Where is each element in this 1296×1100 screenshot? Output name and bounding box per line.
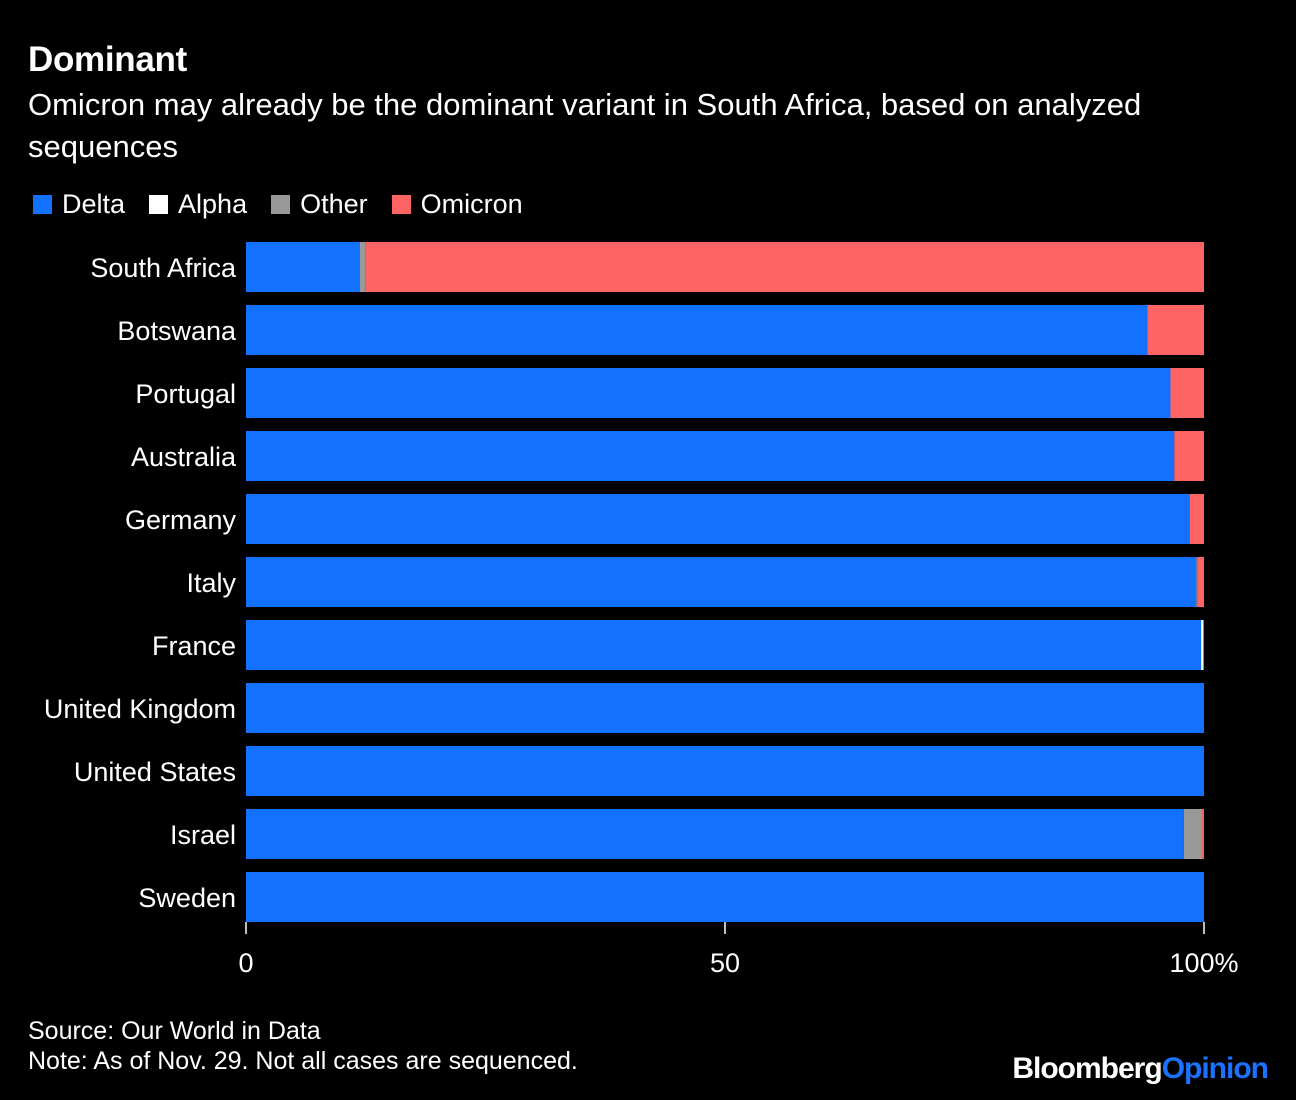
legend-item-alpha: Alpha — [149, 189, 247, 220]
chart-title: Dominant — [28, 40, 187, 79]
category-label-france: France — [152, 631, 236, 661]
bar-france-alpha — [1201, 620, 1204, 670]
bar-italy-omicron — [1197, 557, 1204, 607]
bar-united-kingdom-delta — [246, 683, 1204, 733]
bar-south-africa-other — [360, 242, 366, 292]
source-note: Source: Our World in Data Note: As of No… — [28, 1016, 578, 1076]
x-tick-label-2: 100% — [1169, 948, 1238, 978]
category-label-australia: Australia — [131, 442, 237, 472]
category-label-botswana: Botswana — [117, 316, 237, 346]
legend-label-delta: Delta — [62, 189, 126, 219]
x-tick-label-1: 50 — [710, 948, 740, 978]
legend-swatch-omicron — [391, 195, 411, 214]
source-text: Source: Our World in Data — [28, 1017, 321, 1045]
legend-label-omicron: Omicron — [420, 189, 523, 219]
category-label-portugal: Portugal — [135, 379, 236, 409]
category-label-united-kingdom: United Kingdom — [44, 694, 236, 724]
bar-australia-omicron — [1174, 431, 1204, 481]
legend-label-alpha: Alpha — [178, 189, 248, 219]
legend-label-other: Other — [300, 189, 368, 219]
bar-united-states-delta — [246, 746, 1204, 796]
legend-swatch-alpha — [149, 195, 169, 214]
logo-bloomberg: Bloomberg — [1012, 1052, 1162, 1085]
bar-france-delta — [246, 620, 1202, 670]
bar-portugal-delta — [246, 368, 1171, 418]
legend-item-delta: Delta — [33, 189, 125, 220]
bar-israel-omicron — [1202, 809, 1204, 859]
legend-swatch-other — [271, 195, 291, 214]
category-label-united-states: United States — [74, 757, 236, 787]
note-text: Note: As of Nov. 29. Not all cases are s… — [28, 1047, 578, 1075]
bar-botswana-delta — [246, 305, 1148, 355]
category-label-italy: Italy — [186, 568, 236, 598]
legend: Delta Alpha Other Omicron — [33, 189, 547, 220]
bar-israel-delta — [246, 809, 1184, 859]
bar-portugal-omicron — [1170, 368, 1204, 418]
bar-israel-other — [1183, 809, 1203, 859]
bar-south-africa-omicron — [365, 242, 1204, 292]
legend-item-other: Other — [271, 189, 368, 220]
bar-sweden-delta — [246, 872, 1204, 922]
chart-subtitle: Omicron may already be the dominant vari… — [28, 87, 1142, 164]
logo-opinion: Opinion — [1161, 1052, 1269, 1085]
stacked-bar-chart: South Africa Botswana Portugal Australia Ger… — [44, 242, 1239, 978]
legend-swatch-delta — [33, 195, 52, 214]
legend-item-omicron: Omicron — [391, 189, 523, 220]
bar-south-africa-delta — [246, 242, 361, 292]
category-label-germany: Germany — [125, 505, 237, 535]
bar-france-omicron — [1203, 620, 1204, 670]
x-tick-label-0: 0 — [238, 948, 253, 978]
bar-australia-delta — [246, 431, 1175, 481]
category-label-sweden: Sweden — [138, 883, 236, 913]
category-label-south-africa: South Africa — [90, 253, 237, 283]
bar-germany-omicron — [1189, 494, 1204, 544]
bloomberg-opinion-logo: BloombergOpinion — [1012, 1052, 1269, 1086]
category-label-israel: Israel — [170, 820, 236, 850]
bar-botswana-omicron — [1147, 305, 1204, 355]
bar-italy-other — [1196, 557, 1198, 607]
bar-italy-delta — [246, 557, 1197, 607]
bar-germany-delta — [246, 494, 1190, 544]
